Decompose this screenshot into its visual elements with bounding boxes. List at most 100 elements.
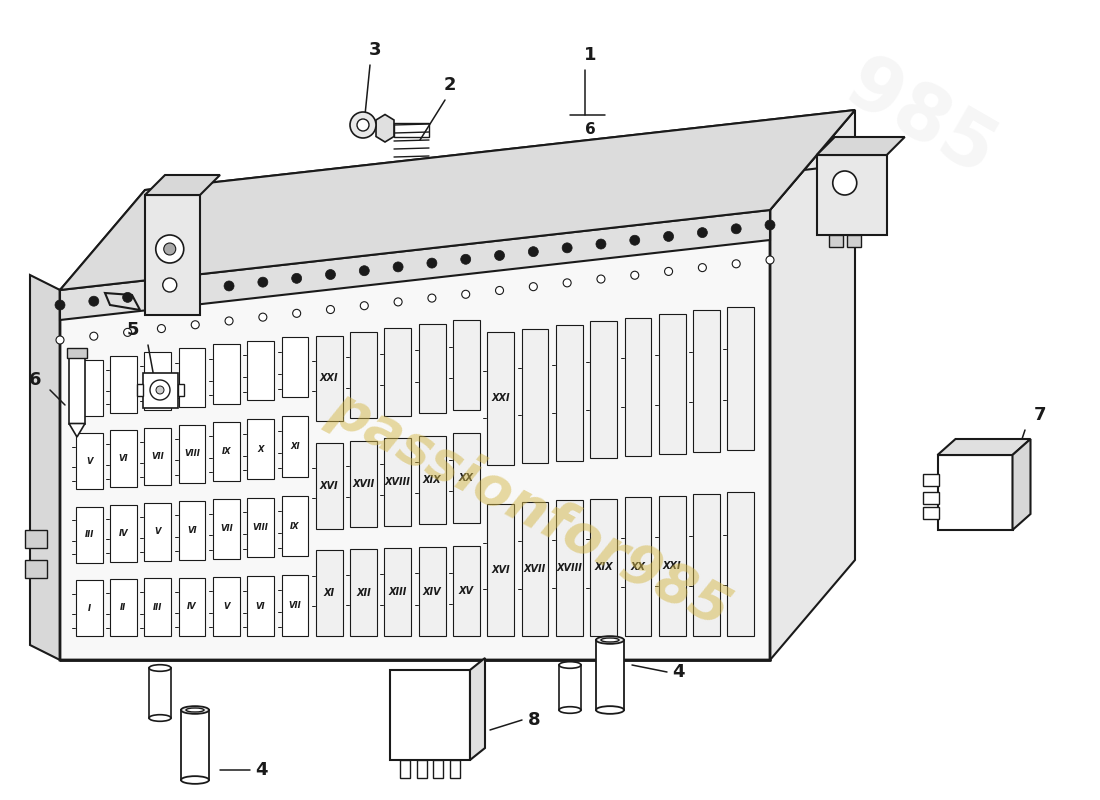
Bar [25, 560, 47, 578]
Bar [419, 547, 446, 636]
Bar [400, 760, 410, 778]
Bar [110, 430, 136, 487]
Text: III: III [153, 602, 163, 612]
Bar [591, 322, 617, 458]
Circle shape [224, 281, 234, 291]
Circle shape [664, 267, 672, 275]
Bar [213, 422, 240, 481]
Circle shape [156, 235, 184, 263]
Circle shape [150, 380, 170, 400]
Bar [727, 306, 755, 450]
Bar [350, 441, 377, 527]
Bar [559, 665, 581, 710]
Polygon shape [937, 439, 1031, 455]
Circle shape [292, 274, 301, 283]
Circle shape [427, 258, 437, 268]
Circle shape [597, 275, 605, 283]
Bar [596, 640, 624, 710]
Polygon shape [770, 110, 855, 660]
Polygon shape [69, 423, 85, 437]
Circle shape [257, 277, 268, 287]
Text: XIII: XIII [388, 587, 407, 597]
Ellipse shape [596, 706, 624, 714]
Circle shape [350, 112, 376, 138]
Bar [453, 433, 480, 523]
Ellipse shape [559, 706, 581, 714]
Bar [282, 496, 308, 557]
Bar [419, 324, 446, 413]
Polygon shape [1012, 439, 1031, 530]
Circle shape [495, 250, 505, 261]
Text: XX: XX [630, 562, 646, 572]
Circle shape [698, 264, 706, 272]
Circle shape [495, 286, 504, 294]
Text: XVI: XVI [492, 565, 510, 574]
Bar [316, 335, 342, 421]
Bar [148, 668, 170, 718]
Bar [847, 235, 860, 247]
Polygon shape [376, 114, 394, 142]
Polygon shape [816, 155, 887, 235]
Bar [282, 337, 308, 398]
Bar [110, 356, 136, 413]
Bar [67, 348, 87, 358]
Circle shape [528, 246, 538, 257]
Text: 6: 6 [584, 122, 595, 138]
Bar [178, 502, 206, 559]
Bar [693, 310, 719, 452]
Circle shape [55, 300, 65, 310]
Circle shape [562, 243, 572, 253]
Text: XIX: XIX [594, 562, 613, 573]
Bar [248, 341, 274, 401]
Bar [923, 474, 938, 486]
Bar [76, 506, 102, 562]
Bar [178, 578, 206, 636]
Circle shape [663, 231, 673, 242]
Text: passionfor985: passionfor985 [321, 382, 739, 638]
Circle shape [327, 306, 334, 314]
Bar [25, 530, 47, 548]
Text: XI: XI [323, 588, 334, 598]
Bar [487, 503, 514, 636]
Polygon shape [60, 110, 855, 290]
Text: 5: 5 [126, 321, 140, 339]
Text: XI: XI [290, 442, 300, 451]
Circle shape [293, 310, 300, 318]
Text: XIV: XIV [422, 586, 441, 597]
Bar [693, 494, 719, 636]
Text: I: I [88, 603, 90, 613]
Ellipse shape [148, 665, 170, 671]
Text: XVI: XVI [320, 481, 339, 490]
Text: II: II [120, 603, 127, 612]
Circle shape [191, 321, 199, 329]
Circle shape [163, 278, 177, 292]
Bar [213, 345, 240, 403]
Text: IV: IV [119, 529, 129, 538]
Text: VII: VII [220, 525, 233, 534]
Circle shape [190, 285, 200, 294]
Circle shape [393, 262, 403, 272]
Bar [727, 493, 755, 636]
Circle shape [766, 256, 774, 264]
Bar [385, 328, 411, 416]
Polygon shape [60, 210, 770, 660]
Bar [487, 332, 514, 465]
Text: XVIII: XVIII [557, 563, 582, 573]
Bar [248, 576, 274, 636]
Circle shape [529, 282, 537, 290]
Circle shape [156, 386, 164, 394]
Polygon shape [145, 195, 200, 315]
Text: 4: 4 [672, 663, 684, 681]
Text: 1: 1 [584, 46, 596, 64]
Bar [350, 332, 377, 418]
Bar [316, 550, 342, 636]
Bar [110, 579, 136, 636]
Circle shape [394, 298, 403, 306]
Text: XII: XII [356, 588, 371, 598]
Bar [143, 373, 177, 407]
Circle shape [630, 271, 639, 279]
Bar [394, 123, 429, 137]
Bar [417, 760, 427, 778]
Text: 4: 4 [255, 761, 267, 779]
Text: XVII: XVII [524, 564, 547, 574]
